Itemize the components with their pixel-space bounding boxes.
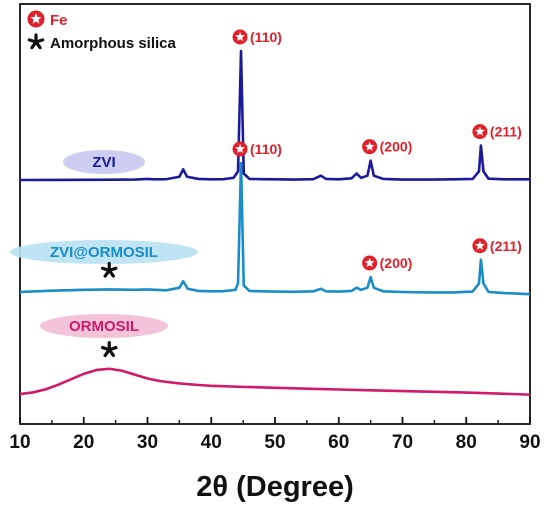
legend-label-fe: Fe <box>50 12 68 29</box>
x-tick-label-40: 40 <box>201 432 222 453</box>
x-tick-label-10: 10 <box>9 432 30 453</box>
peak-annotations: ZVI (110) (200) (211) ZVI@ORMOSIL (110) (200) (… <box>10 29 522 357</box>
sample-label-bg <box>63 150 145 174</box>
peak-annotation-110: (110) <box>232 141 282 157</box>
series-line-ormosil <box>19 367 531 396</box>
sample-label-zvi-ormosil: ZVI@ORMOSIL <box>10 240 198 264</box>
fe-star-icon <box>232 29 248 45</box>
fe-star-icon <box>362 255 378 271</box>
sample-label-text: ZVI@ORMOSIL <box>50 244 158 261</box>
asterisk-arm <box>100 345 111 352</box>
fe-star-icon-star <box>235 143 245 154</box>
asterisk-arm <box>27 38 38 44</box>
sample-label-ormosil: ORMOSIL <box>40 314 168 338</box>
x-tick-label-80: 80 <box>456 432 477 453</box>
legend-label-amorphous-silica: Amorphous silica <box>50 35 177 52</box>
peak-label: (200) <box>380 255 413 271</box>
fe-star-icon <box>472 124 488 140</box>
legend-item-amorphous-silica: Amorphous silica <box>27 33 177 52</box>
x-axis-ticks: 10 20 30 40 50 60 70 80 90 <box>9 417 541 453</box>
peak-annotation-110: (110) <box>232 29 282 45</box>
peak-label: (200) <box>380 139 413 155</box>
peak-label: (110) <box>250 141 282 157</box>
x-tick-label-60: 60 <box>328 432 349 453</box>
peak-annotation-211: (211) <box>472 238 522 254</box>
peak-label: (110) <box>250 29 282 45</box>
legend: Fe Amorphous silica <box>27 10 177 52</box>
x-tick-label-20: 20 <box>73 432 94 453</box>
fe-star-icon-star <box>364 257 375 268</box>
peak-annotation-200: (200) <box>362 139 412 155</box>
peak-annotation-211: (211) <box>472 124 522 140</box>
sample-label-bg <box>10 240 198 264</box>
fe-star-icon-star <box>364 141 375 151</box>
plot-frame <box>19 3 531 425</box>
asterisk-icon <box>100 341 118 357</box>
sample-label-text: ZVI <box>92 154 115 171</box>
fe-star-icon <box>27 10 45 28</box>
peak-label: (211) <box>490 238 522 254</box>
x-axis-title: 2θ (Degree) <box>196 471 354 503</box>
x-tick-label-90: 90 <box>519 432 540 453</box>
series-line-zvi <box>19 49 530 182</box>
legend-item-fe: Fe <box>27 10 68 29</box>
sample-label-zvi: ZVI <box>63 150 145 174</box>
sample-label-bg <box>40 314 168 338</box>
peak-label: (211) <box>490 124 522 140</box>
fe-star-icon <box>362 139 378 155</box>
peak-annotation-200: (200) <box>362 255 412 271</box>
fe-star-icon-star <box>30 13 42 24</box>
fe-star-icon-star <box>475 240 485 250</box>
fe-star-icon <box>232 141 248 157</box>
series-lines <box>19 49 531 396</box>
x-tick-label-70: 70 <box>392 432 413 453</box>
fe-star-icon <box>472 238 488 254</box>
fe-star-icon-star <box>475 126 485 136</box>
asterisk-arm <box>100 266 111 273</box>
x-tick-label-30: 30 <box>137 432 158 453</box>
fe-star-icon-star <box>235 31 245 42</box>
asterisk-icon <box>100 261 118 278</box>
asterisk-icon <box>27 33 45 50</box>
sample-label-text: ORMOSIL <box>69 318 139 335</box>
series-line-zvi-ormosil <box>19 161 531 296</box>
x-tick-label-50: 50 <box>264 432 285 453</box>
